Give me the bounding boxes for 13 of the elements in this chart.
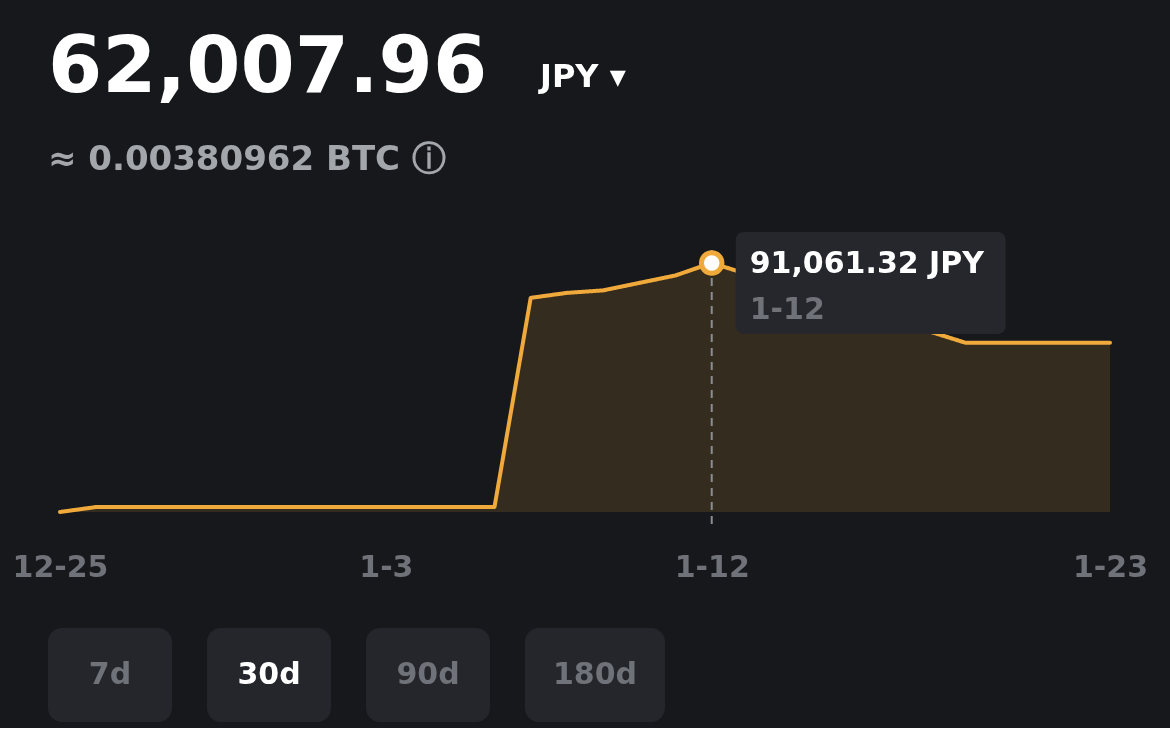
x-tick-label: 1-3 — [359, 548, 414, 584]
text: 30d — [237, 656, 301, 691]
annotation: 91,061.32 JPY — [749, 245, 986, 280]
text: 180d — [552, 656, 638, 691]
x-tick-label: 1-23 — [1072, 548, 1149, 584]
text: 7d — [88, 656, 132, 691]
chart-title: 62,007.96 — [48, 20, 488, 110]
x-tick-label: 12-25 — [12, 548, 109, 584]
text: ≈ 0.00380962 BTC ⓘ — [48, 138, 446, 178]
x-tick-label: 1-12 — [674, 548, 750, 584]
text: 1-12 — [749, 291, 825, 326]
text: 90d — [396, 656, 460, 691]
text: JPY ▾ — [538, 57, 626, 95]
